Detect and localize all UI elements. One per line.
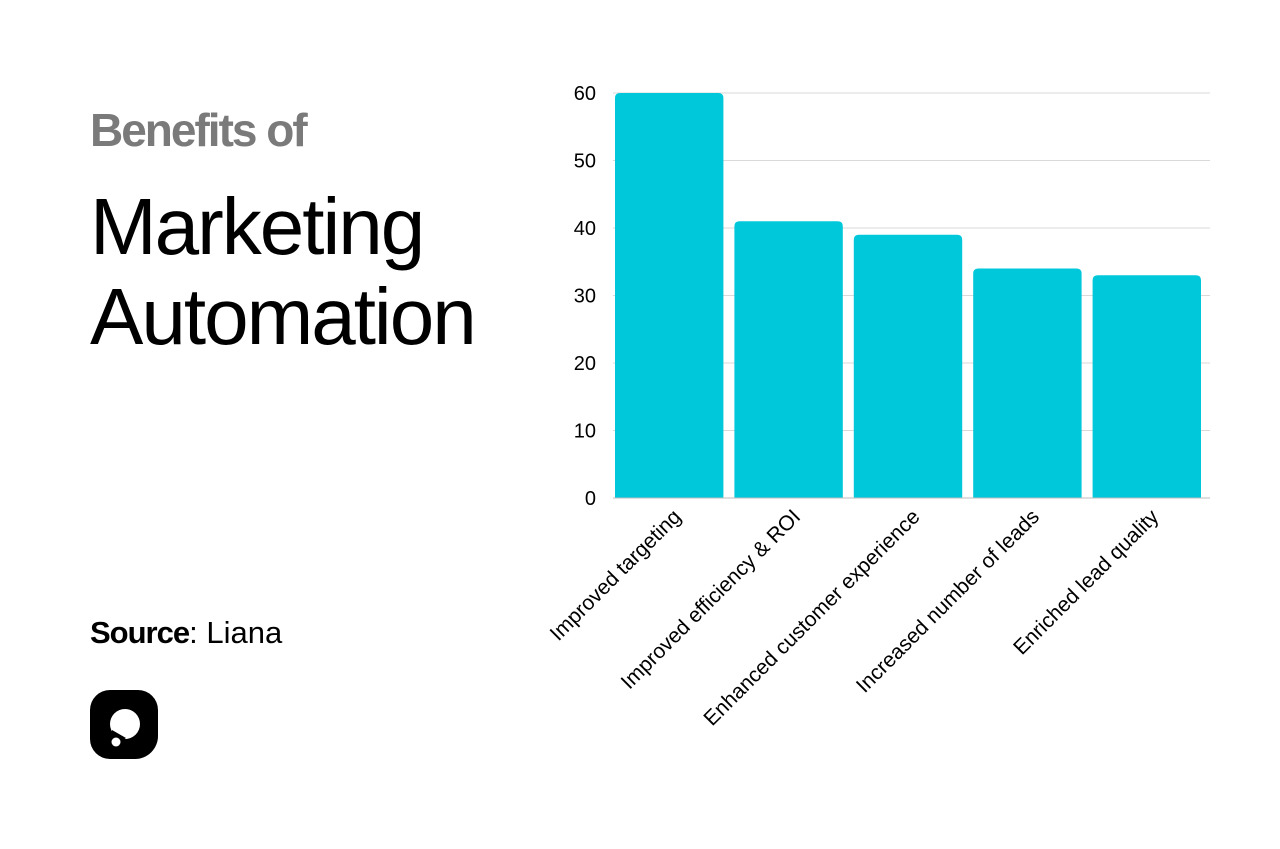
page-title: Marketing Automation <box>90 182 477 362</box>
bar <box>615 93 724 498</box>
bar <box>973 268 1082 498</box>
title-line-2: Automation <box>90 272 477 361</box>
source-label: Source <box>90 615 190 650</box>
y-tick-label: 50 <box>574 151 596 173</box>
brand-logo-icon <box>90 690 158 759</box>
y-tick-label: 20 <box>574 353 596 375</box>
source-attribution: Source: Liana <box>90 615 282 651</box>
y-tick-label: 60 <box>574 83 596 105</box>
y-tick-label: 40 <box>574 218 596 240</box>
source-value: : Liana <box>189 615 283 650</box>
x-category-label: Enhanced customer experience <box>699 505 924 730</box>
y-tick-label: 0 <box>585 488 596 510</box>
subtitle: Benefits of <box>90 104 308 156</box>
bars <box>615 93 1201 498</box>
y-tick-label: 30 <box>574 286 596 308</box>
x-category-label: Improved targeting <box>546 505 686 645</box>
bar <box>1092 275 1201 498</box>
y-tick-label: 10 <box>574 421 596 443</box>
bar <box>853 234 963 498</box>
logo-inner-circle <box>110 709 140 739</box>
logo-dot <box>111 737 121 747</box>
bar <box>734 221 843 498</box>
title-line-1: Marketing <box>90 182 425 271</box>
y-axis-ticks: 0 10 20 30 40 50 60 <box>574 83 596 510</box>
